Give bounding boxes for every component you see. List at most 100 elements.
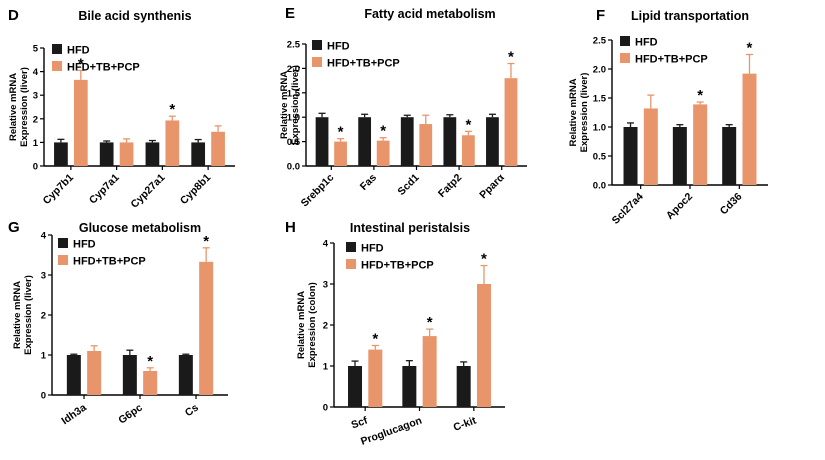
y-tick-label: 1.0 xyxy=(593,123,606,134)
bar-hfd xyxy=(672,127,687,185)
legend-label: HFD xyxy=(67,45,90,57)
bar-hfd xyxy=(486,117,499,166)
y-axis-label: Relative mRNAExpression (liver) xyxy=(12,275,34,355)
legend-swatch xyxy=(620,36,630,46)
bar-treatment xyxy=(643,108,658,185)
category-label: Pparα xyxy=(477,171,507,201)
y-tick-label: 5 xyxy=(33,44,39,55)
chart-title: Bile acid synthenis xyxy=(78,9,191,23)
bar-hfd xyxy=(191,142,206,166)
significance-star: * xyxy=(203,233,209,250)
bar-treatment xyxy=(422,336,437,407)
bar-hfd xyxy=(348,366,363,407)
category-label: Cs xyxy=(183,402,201,420)
y-tick-label: 0.0 xyxy=(593,181,606,192)
significance-star: * xyxy=(380,123,386,140)
y-tick-label: 2 xyxy=(33,114,38,125)
y-tick-label: 1.5 xyxy=(287,88,301,99)
bar-treatment xyxy=(476,284,491,407)
category-label: Cyp8b1 xyxy=(178,172,213,207)
y-tick-label: 0 xyxy=(323,403,328,414)
panel-label: H xyxy=(285,219,296,236)
y-tick-label: 4 xyxy=(323,239,329,250)
bar-hfd xyxy=(402,366,417,407)
bar-hfd xyxy=(358,117,372,166)
y-axis-label: Relative mRNAExpression (liver) xyxy=(279,65,301,145)
legend-swatch xyxy=(620,53,630,63)
y-axis-label-line: Relative mRNA xyxy=(296,291,307,359)
y-axis-label: Relative mRNAExpression (liver) xyxy=(8,67,30,147)
significance-star: * xyxy=(465,116,471,133)
y-axis-label-line: Relative mRNA xyxy=(8,73,19,141)
bar-treatment xyxy=(693,104,708,185)
bar-hfd xyxy=(443,117,457,166)
significance-star: * xyxy=(372,331,378,348)
legend-label: HFD+TB+PCP xyxy=(67,62,140,74)
chart-title: Lipid transportation xyxy=(631,9,749,23)
category-label: C-kit xyxy=(452,414,479,433)
category-label: Scl27a4 xyxy=(610,191,646,227)
legend-label: HFD+TB+PCP xyxy=(73,256,146,268)
significance-star: * xyxy=(747,40,753,57)
legend-label: HFD+TB+PCP xyxy=(635,54,708,66)
bar-treatment xyxy=(211,131,225,166)
y-axis-label-line: Expression (liver) xyxy=(579,73,590,153)
legend-swatch xyxy=(312,57,322,67)
legend-swatch xyxy=(52,44,62,54)
y-axis-label: Relative mRNAExpression (colon) xyxy=(296,282,318,368)
panel-d: D Bile acid synthenis 0 1 2 3 4 5 Relative mRNAE… xyxy=(8,7,235,211)
y-tick-label: 2 xyxy=(323,321,328,332)
chart-title: Glucose metabolism xyxy=(79,221,201,235)
category-label: Apoc2 xyxy=(664,191,695,222)
bar-hfd xyxy=(66,355,81,395)
panel-f: F Lipid transportation 0.0 0.5 1.0 1.5 2.0 2.5 R… xyxy=(568,7,768,227)
panel-label: E xyxy=(285,5,295,22)
y-tick-label: 1 xyxy=(41,351,47,362)
bar-hfd xyxy=(400,117,414,166)
bar-treatment xyxy=(742,73,757,185)
category-label: Fas xyxy=(358,172,379,193)
bar-treatment xyxy=(376,140,390,166)
legend-label: HFD xyxy=(361,243,384,255)
significance-star: * xyxy=(508,49,514,66)
legend-label: HFD xyxy=(635,37,658,49)
category-label: Cyp7a1 xyxy=(87,172,122,207)
category-label: Cyp27a1 xyxy=(128,172,167,211)
y-tick-label: 2.0 xyxy=(593,65,606,76)
panel-label: F xyxy=(596,7,605,24)
y-tick-label: 2 xyxy=(41,311,46,322)
y-tick-label: 1 xyxy=(33,138,39,149)
category-label: Fatp2 xyxy=(436,172,464,200)
category-label: G6pc xyxy=(116,402,145,427)
category-label: Idh3a xyxy=(59,402,88,428)
legend-swatch xyxy=(58,238,68,248)
bar-hfd xyxy=(145,142,160,166)
legend-label: HFD xyxy=(327,41,350,53)
y-tick-label: 4 xyxy=(41,231,47,242)
y-tick-label: 0 xyxy=(33,162,38,173)
bar-hfd xyxy=(122,355,137,395)
y-axis-label-line: Relative mRNA xyxy=(568,78,579,146)
legend-label: HFD xyxy=(73,239,96,251)
bar-treatment xyxy=(368,349,383,407)
bar-treatment xyxy=(87,351,102,395)
bar-treatment xyxy=(73,79,88,166)
panel-g: G Glucose metabolism 0 1 2 3 4 Relative mRNAExp… xyxy=(8,219,228,427)
bar-hfd xyxy=(623,127,638,185)
y-tick-label: 1 xyxy=(323,362,329,373)
significance-star: * xyxy=(147,353,153,370)
y-axis-label-line: Expression (liver) xyxy=(290,65,301,145)
category-label: Scf xyxy=(350,414,370,431)
bar-hfd xyxy=(54,142,68,166)
significance-star: * xyxy=(697,87,703,104)
y-axis-label-line: Relative mRNA xyxy=(279,71,290,139)
bar-treatment xyxy=(461,135,475,166)
legend-swatch xyxy=(58,255,68,265)
y-tick-label: 0 xyxy=(41,391,46,402)
y-tick-label: 2.5 xyxy=(287,40,301,51)
bar-hfd xyxy=(456,366,471,407)
significance-star: * xyxy=(169,101,175,118)
y-tick-label: 1.0 xyxy=(287,113,300,124)
chart-title: Intestinal peristalsis xyxy=(350,221,470,235)
